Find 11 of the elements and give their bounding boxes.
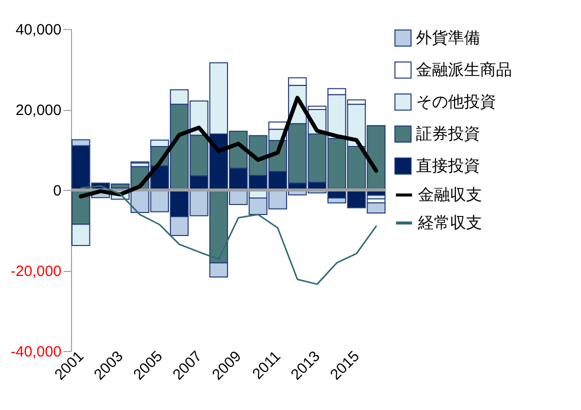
y-tick-label: 40,000	[16, 22, 62, 38]
legend-label: 証券投資	[416, 125, 480, 143]
legend-label: 外貨準備	[416, 29, 480, 47]
y-tick-label: 0	[53, 182, 62, 200]
legend-label: 直接投資	[416, 157, 480, 175]
y-tick-label: 20,000	[16, 102, 62, 119]
legend-label: その他投資	[416, 94, 496, 111]
legend-label: 金融収支	[418, 186, 482, 204]
y-tick-label: -20,000	[10, 263, 62, 280]
legend-label: 金融派生商品	[416, 61, 512, 79]
legend-label: 経常収支	[417, 214, 482, 232]
